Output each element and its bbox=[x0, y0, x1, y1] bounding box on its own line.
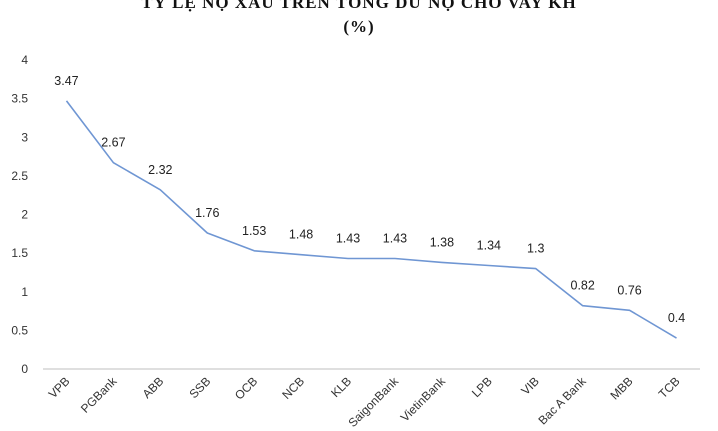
data-label: 1.34 bbox=[477, 238, 501, 252]
series-line bbox=[65, 100, 677, 339]
x-tick-label: SaigonBank bbox=[345, 374, 401, 430]
data-label: 1.3 bbox=[527, 242, 544, 256]
y-tick-label: 2.5 bbox=[11, 169, 28, 183]
y-axis: 0 0.5 1 1.5 2 2.5 3 3.5 4 bbox=[11, 53, 28, 376]
data-label: 0.82 bbox=[571, 279, 595, 293]
y-tick-label: 0.5 bbox=[11, 323, 28, 337]
data-label: 3.47 bbox=[54, 74, 78, 88]
y-tick-label: 3.5 bbox=[11, 92, 28, 106]
y-tick-label: 3 bbox=[21, 130, 28, 144]
data-label: 1.48 bbox=[289, 228, 313, 242]
y-tick-label: 1.5 bbox=[11, 246, 28, 260]
data-label: 1.76 bbox=[195, 206, 219, 220]
x-tick-label: VietinBank bbox=[398, 374, 449, 425]
x-tick-label: PGBank bbox=[78, 374, 120, 416]
data-label: 1.38 bbox=[430, 235, 454, 249]
x-tick-label: NCB bbox=[279, 374, 307, 402]
x-tick-label: VIB bbox=[518, 374, 542, 398]
data-label: 1.43 bbox=[336, 232, 360, 246]
x-tick-label: LPB bbox=[469, 374, 495, 400]
y-tick-label: 2 bbox=[21, 208, 28, 222]
x-tick-label: VPB bbox=[46, 374, 73, 401]
data-label: 0.4 bbox=[668, 311, 685, 325]
y-tick-label: 0 bbox=[21, 362, 28, 376]
x-tick-label: OCB bbox=[232, 374, 260, 402]
data-label: 2.67 bbox=[101, 136, 125, 150]
series-line-group bbox=[65, 100, 677, 339]
data-label: 2.32 bbox=[148, 163, 172, 177]
data-labels: 3.47 2.67 2.32 1.76 1.53 1.48 1.43 1.43 1.38 1.34… bbox=[54, 74, 685, 325]
x-tick-label: SSB bbox=[186, 374, 213, 401]
x-tick-label: MBB bbox=[607, 374, 635, 402]
x-tick-label: TCB bbox=[656, 374, 683, 401]
chart-title: TỶ LỆ NỢ XẤU TRÊN TỔNG DƯ NỢ CHO VAY KH bbox=[141, 0, 577, 12]
y-tick-label: 4 bbox=[21, 53, 28, 67]
x-tick-label: KLB bbox=[328, 374, 354, 400]
x-tick-label: Bac A Bank bbox=[535, 374, 589, 428]
data-label: 0.76 bbox=[617, 283, 641, 297]
x-tick-label: ABB bbox=[140, 374, 167, 401]
data-label: 1.53 bbox=[242, 224, 266, 238]
x-axis: VPB PGBank ABB SSB OCB NCB KLBSaigonBankVietin… bbox=[43, 368, 700, 430]
chart-subtitle: (%) bbox=[343, 17, 375, 36]
y-tick-label: 1 bbox=[21, 285, 28, 299]
data-label: 1.43 bbox=[383, 232, 407, 246]
